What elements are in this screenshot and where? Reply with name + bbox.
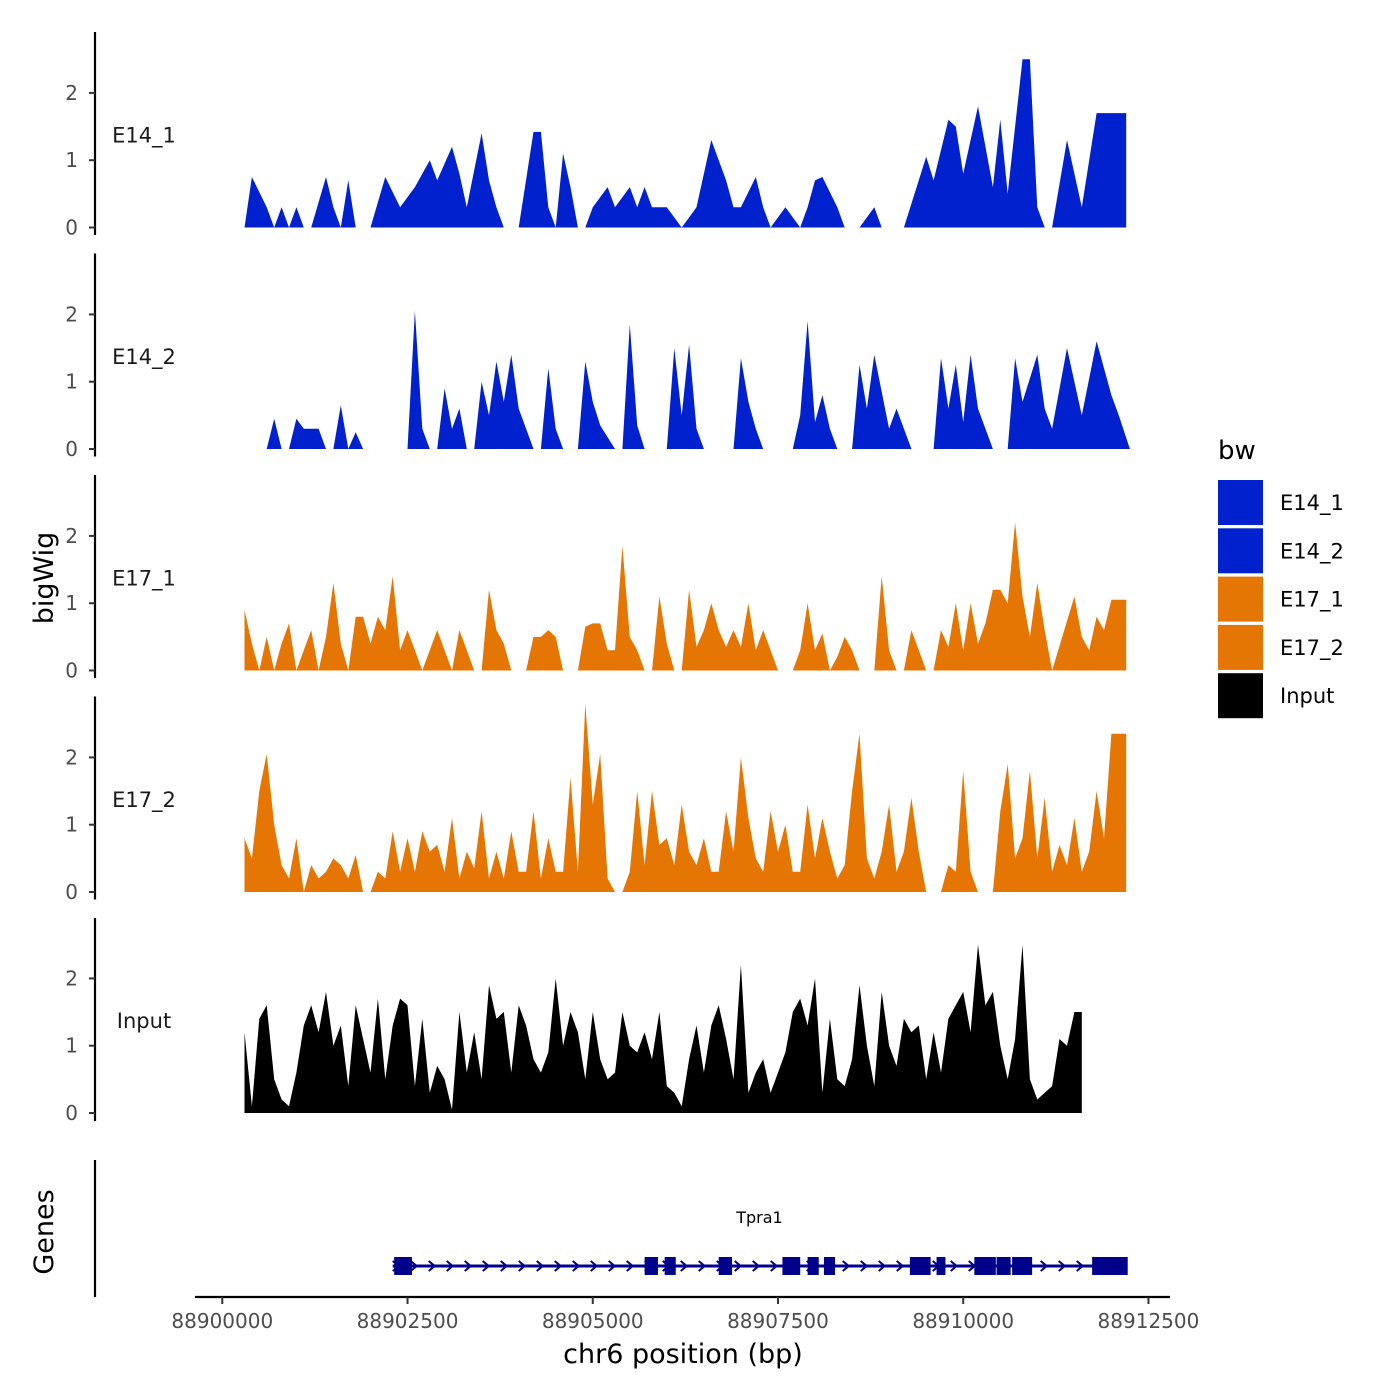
strand-arrow bbox=[734, 1260, 743, 1272]
legend-key bbox=[1218, 480, 1263, 525]
legend-key bbox=[1218, 624, 1263, 670]
strand-arrow bbox=[536, 1260, 545, 1272]
strand-arrow bbox=[842, 1260, 851, 1272]
gene-exon bbox=[936, 1257, 946, 1275]
signal-area-e14-2 bbox=[266, 311, 1130, 449]
x-tick-label: 88912500 bbox=[1098, 1309, 1200, 1333]
signal-area-e17-1 bbox=[244, 522, 1127, 671]
strand-arrow bbox=[572, 1260, 581, 1272]
strand-arrow bbox=[752, 1260, 761, 1272]
y-tick-label: 1 bbox=[65, 1034, 78, 1058]
strand-arrow bbox=[1058, 1260, 1067, 1272]
track-input: 0 1 2 Input bbox=[65, 918, 1082, 1125]
strand-arrow bbox=[1076, 1260, 1085, 1272]
x-tick-label: 88902500 bbox=[357, 1309, 459, 1333]
track-label: E14_2 bbox=[112, 345, 176, 370]
strand-arrow bbox=[482, 1260, 491, 1272]
track-label: E17_1 bbox=[112, 567, 176, 592]
y-tick-label: 1 bbox=[65, 370, 78, 394]
strand-arrow bbox=[464, 1260, 473, 1272]
track-label: Input bbox=[117, 1009, 171, 1033]
gene-exon bbox=[1012, 1257, 1033, 1275]
x-tick-label: 88905000 bbox=[542, 1309, 644, 1333]
legend-label: E17_1 bbox=[1280, 588, 1344, 613]
y-tick-label: 0 bbox=[65, 880, 78, 904]
y-tick-label: 0 bbox=[65, 1101, 78, 1125]
strand-arrow bbox=[500, 1260, 509, 1272]
gene-exon bbox=[1092, 1257, 1128, 1275]
legend-label: Input bbox=[1280, 684, 1334, 708]
legend-key bbox=[1218, 673, 1263, 719]
y-tick-label: 2 bbox=[65, 524, 78, 548]
y-tick-label: 1 bbox=[65, 813, 78, 837]
track-e14-2: 0 1 2 E14_2 bbox=[65, 253, 1130, 461]
gene-exon bbox=[909, 1257, 931, 1275]
strand-arrow bbox=[446, 1260, 455, 1272]
gene-exon bbox=[823, 1257, 836, 1275]
x-tick-label: 88907500 bbox=[727, 1309, 829, 1333]
y-axis-title: bigWig bbox=[29, 532, 60, 625]
genes-axis-title: Genes bbox=[29, 1189, 60, 1274]
strand-arrow bbox=[950, 1260, 959, 1272]
legend-label: E14_1 bbox=[1280, 491, 1344, 516]
y-tick-label: 0 bbox=[65, 437, 78, 461]
strand-arrow bbox=[410, 1260, 419, 1272]
signal-area-input bbox=[244, 944, 1082, 1113]
signal-area-e17-2 bbox=[244, 703, 1127, 892]
legend-key bbox=[1218, 576, 1263, 622]
signal-area-e14-1 bbox=[244, 59, 1127, 228]
legend-label: E17_2 bbox=[1280, 636, 1344, 661]
track-label: E14_1 bbox=[112, 124, 176, 149]
legend-title: bw bbox=[1218, 436, 1256, 466]
strand-arrow bbox=[608, 1260, 617, 1272]
gene-exon bbox=[644, 1257, 658, 1275]
gene-exon bbox=[394, 1257, 412, 1275]
gene-exon bbox=[996, 1257, 1011, 1275]
strand-arrow bbox=[428, 1260, 437, 1272]
legend-label: E14_2 bbox=[1280, 539, 1344, 564]
strand-arrow bbox=[896, 1260, 905, 1272]
track-e17-2: 0 1 2 E17_2 bbox=[65, 696, 1127, 904]
y-tick-label: 2 bbox=[65, 81, 78, 105]
gene-track: Tpra1 bbox=[93, 1160, 1128, 1297]
strand-arrow bbox=[680, 1260, 689, 1272]
track-label: E17_2 bbox=[112, 788, 176, 813]
gene-exon bbox=[974, 1257, 996, 1275]
y-tick-label: 1 bbox=[65, 591, 78, 615]
y-tick-label: 2 bbox=[65, 745, 78, 769]
gene-exon bbox=[664, 1257, 676, 1275]
strand-arrow bbox=[770, 1260, 779, 1272]
gene-exon bbox=[807, 1257, 819, 1275]
strand-arrow bbox=[698, 1260, 707, 1272]
y-tick-label: 0 bbox=[65, 216, 78, 240]
strand-arrow bbox=[518, 1260, 527, 1272]
legend-key bbox=[1218, 528, 1263, 574]
x-axis-title: chr6 position (bp) bbox=[563, 1339, 803, 1370]
y-tick-label: 0 bbox=[65, 659, 78, 683]
signal-tracks: 0 1 2 E14_1 0 1 2 E14_2 0 1 2 E17_1 0 1 2 E17_2 0 1 2 Input bbox=[65, 32, 1130, 1125]
x-tick-label: 88910000 bbox=[912, 1309, 1014, 1333]
y-tick-label: 1 bbox=[65, 148, 78, 172]
track-e14-1: 0 1 2 E14_1 bbox=[65, 32, 1127, 240]
strand-arrow bbox=[626, 1260, 635, 1272]
strand-arrow bbox=[1040, 1260, 1049, 1272]
gene-exon bbox=[782, 1257, 801, 1275]
gene-exon bbox=[718, 1257, 733, 1275]
y-tick-label: 2 bbox=[65, 302, 78, 326]
strand-arrow bbox=[590, 1260, 599, 1272]
strand-arrow bbox=[860, 1260, 869, 1272]
strand-arrow bbox=[878, 1260, 887, 1272]
y-tick-label: 2 bbox=[65, 966, 78, 990]
legend: bw E14_1 E14_2 E17_1 E17_2 Input bbox=[1218, 436, 1344, 719]
x-tick-label: 88900000 bbox=[171, 1309, 273, 1333]
x-axis: 88900000 88902500 88905000 88907500 88910000… bbox=[171, 1295, 1200, 1333]
track-e17-1: 0 1 2 E17_1 bbox=[65, 475, 1127, 683]
strand-arrow bbox=[554, 1260, 563, 1272]
gene-label: Tpra1 bbox=[735, 1208, 783, 1227]
